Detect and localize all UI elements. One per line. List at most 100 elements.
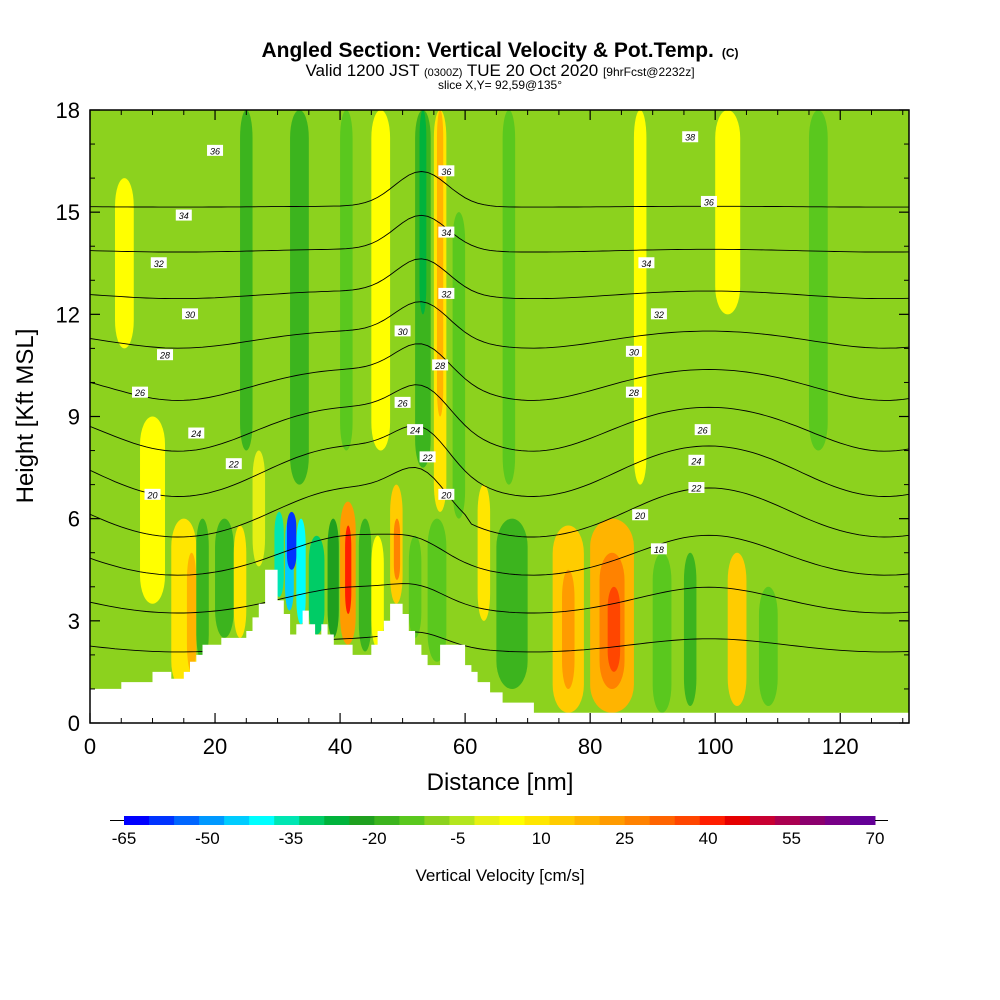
colorbar-tick-label: -65 — [112, 829, 137, 848]
colorbar-swatch — [699, 816, 726, 825]
contour-label-box — [682, 131, 699, 143]
contour-label-box — [419, 451, 436, 463]
velocity-cell — [808, 110, 828, 451]
contour-label-box — [438, 165, 455, 177]
velocity-cell — [727, 552, 747, 706]
contour-label-box — [207, 144, 224, 156]
colorbar-swatch — [574, 816, 601, 825]
velocity-cell — [393, 518, 401, 580]
y-axis-label: Height [Kft MSL] — [12, 329, 39, 504]
contour-label: 22 — [228, 460, 239, 470]
x-axis-label: Distance [nm] — [427, 769, 574, 796]
contour-label: 22 — [422, 453, 433, 463]
contour-label-box — [688, 482, 705, 494]
contour-label-box — [688, 454, 705, 466]
colorbar-tick-label: 55 — [782, 829, 801, 848]
theta-contour — [90, 258, 909, 300]
contour-label-box — [438, 226, 455, 238]
colorbar-swatch — [349, 816, 375, 825]
contour-label-box — [132, 386, 149, 398]
contour-label-box — [438, 488, 455, 500]
y-tick-label: 12 — [56, 302, 80, 327]
velocity-cell — [477, 484, 491, 621]
x-tick-label: 60 — [453, 734, 477, 759]
contour-label: 26 — [397, 398, 408, 408]
colorbar-tick-label: -50 — [195, 829, 220, 848]
x-tick-label: 20 — [203, 734, 227, 759]
contour-label: 20 — [147, 490, 158, 500]
colorbar-tick-label: -20 — [362, 829, 387, 848]
contour-label-box — [144, 488, 161, 500]
velocity-cell — [252, 450, 266, 567]
slice-note: slice X,Y= 92,59@135° — [438, 78, 562, 92]
contour-label-box — [632, 509, 649, 521]
contour-label: 28 — [628, 388, 639, 398]
contour-label-box — [157, 349, 174, 361]
colorbar-swatch — [449, 816, 475, 825]
contour-label: 26 — [697, 426, 708, 436]
contour-label-box — [175, 209, 192, 221]
contour-label-box — [700, 195, 717, 207]
velocity-cell — [240, 110, 253, 451]
velocity-cell — [327, 518, 339, 638]
terrain — [90, 569, 909, 723]
contour-label-box — [694, 424, 711, 436]
velocity-cell — [427, 518, 447, 662]
colorbar-swatch — [199, 816, 225, 825]
velocity-cell — [290, 110, 309, 485]
y-tick-label: 3 — [68, 609, 80, 634]
contour-label-box — [407, 424, 424, 436]
contour-label: 36 — [704, 197, 714, 207]
contour-label-box — [650, 308, 667, 320]
contour-label: 30 — [629, 347, 639, 357]
y-tick-label: 18 — [56, 98, 80, 123]
contour-label: 34 — [179, 211, 189, 221]
y-tick-label: 9 — [68, 405, 80, 430]
colorbar-swatch — [599, 816, 626, 825]
contour-label: 24 — [190, 429, 201, 439]
contour-label: 20 — [440, 490, 451, 500]
contour-label: 32 — [441, 289, 451, 299]
velocity-cell — [371, 535, 384, 649]
colorbar-swatch — [124, 816, 150, 825]
colorbar-label: Vertical Velocity [cm/s] — [415, 866, 584, 885]
contour-label: 32 — [154, 259, 164, 269]
velocity-cell — [308, 535, 325, 635]
x-tick-label: 40 — [328, 734, 352, 759]
colorbar-tick-label: 70 — [866, 829, 885, 848]
velocity-cell — [715, 110, 741, 315]
colorbar-tick-label: -35 — [279, 829, 304, 848]
velocity-cell — [502, 110, 516, 485]
contour-label-box — [150, 257, 167, 269]
colorbar-tick-label: 25 — [615, 829, 634, 848]
y-tick-label: 6 — [68, 507, 80, 532]
theta-contours — [90, 171, 909, 653]
contour-label: 26 — [134, 388, 145, 398]
y-tick-label: 15 — [56, 200, 80, 225]
velocity-cell — [452, 212, 466, 519]
contour-label: 22 — [690, 484, 701, 494]
contour-label-box — [225, 458, 242, 470]
colorbar-swatch — [549, 816, 576, 825]
theta-contour — [90, 467, 909, 538]
theta-contour — [90, 343, 909, 401]
chart-subtitle: Valid 1200 JST (0300Z) TUE 20 Oct 2020 [… — [305, 61, 694, 80]
velocity-cell — [296, 518, 306, 625]
terrain-mask — [90, 569, 909, 723]
colorbar-tick-label: -5 — [450, 829, 465, 848]
colorbar-swatch — [774, 816, 801, 825]
contour-label-box — [625, 386, 642, 398]
velocity-cell — [358, 518, 372, 652]
velocity-cell — [652, 552, 672, 713]
colorbar-swatch — [149, 816, 175, 825]
velocity-cell — [419, 110, 427, 315]
contour-label: 28 — [159, 351, 170, 361]
colorbar-swatch — [724, 816, 751, 825]
theta-contour — [90, 214, 909, 253]
x-tick-label: 0 — [84, 734, 96, 759]
colorbar-tick-label: 10 — [532, 829, 551, 848]
colorbar-swatch — [824, 816, 851, 825]
colorbar-swatch — [299, 816, 325, 825]
colorbar-swatch — [499, 816, 526, 825]
contour-label-box — [625, 345, 642, 357]
